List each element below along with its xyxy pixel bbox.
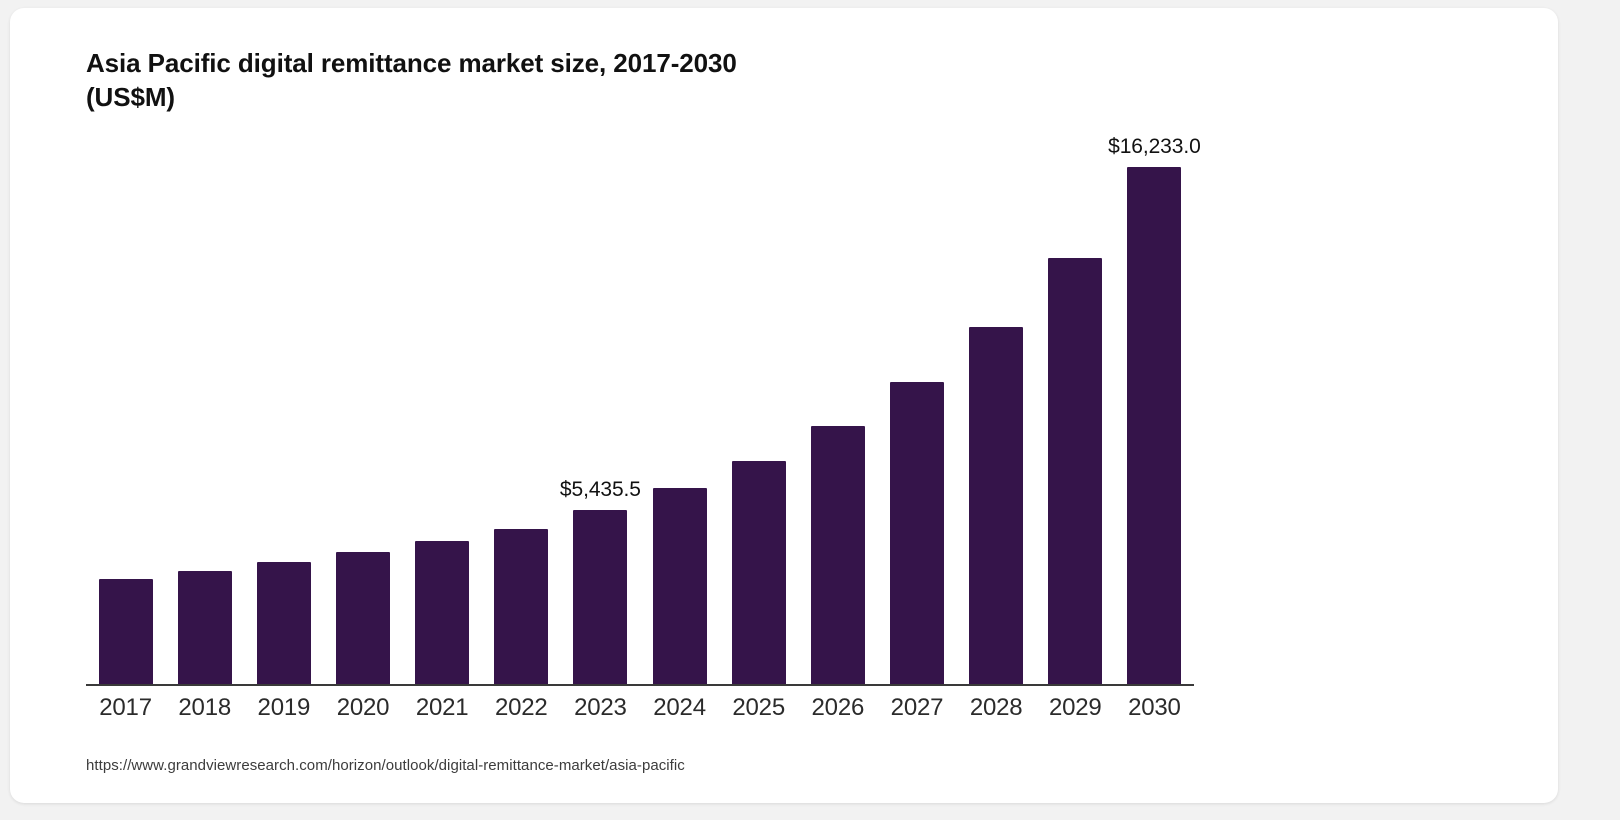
bar-slot <box>403 140 482 686</box>
bar-2019[interactable] <box>256 562 311 686</box>
x-axis-label-2017: 2017 <box>99 694 152 721</box>
x-axis-labels: 2017 2018 2019 2020 2021 2022 2023 2024 2025 2026… <box>86 694 1194 722</box>
x-axis-label-2024: 2024 <box>653 694 706 721</box>
bar-2017[interactable] <box>98 579 153 686</box>
x-axis-line <box>86 684 1194 686</box>
page-title: Asia Pacific digital remittance market s… <box>86 48 737 113</box>
bar-2024[interactable] <box>652 488 707 686</box>
bar-slot <box>482 140 561 686</box>
x-axis-label-2021: 2021 <box>415 694 469 721</box>
bar-value-label: $5,435.5 <box>559 478 641 501</box>
x-axis-label-2022: 2022 <box>494 694 548 721</box>
bar-2020[interactable] <box>335 552 390 686</box>
bar-slot <box>165 140 244 686</box>
x-axis-label-2026: 2026 <box>811 694 865 721</box>
bar-value-label: $16,233.0 <box>1108 135 1201 158</box>
title-block: Asia Pacific digital remittance market s… <box>86 46 1266 115</box>
x-axis-label-2023: 2023 <box>574 694 627 721</box>
bar-2023[interactable] <box>573 510 628 686</box>
bar-slot <box>1036 140 1115 686</box>
bar-2018[interactable] <box>177 571 232 686</box>
bar-slot <box>640 140 719 686</box>
plot-area: $5,435.5 $16,233.0 <box>86 135 1201 686</box>
bar-slot <box>957 140 1036 686</box>
bar-slot: $5,435.5 <box>559 140 641 686</box>
bar-2025[interactable] <box>731 461 786 686</box>
bar-series: $5,435.5 $16,233.0 <box>86 135 1201 686</box>
x-axis-label-2018: 2018 <box>178 694 231 721</box>
x-axis-label-2025: 2025 <box>732 694 785 721</box>
x-axis-label-2030: 2030 <box>1128 694 1181 721</box>
bar-slot: $16,233.0 <box>1108 135 1201 686</box>
bar-slot <box>719 140 798 686</box>
bar-2021[interactable] <box>415 541 470 686</box>
bar-2026[interactable] <box>810 426 865 686</box>
bar-slot <box>323 140 402 686</box>
x-axis-label-2027: 2027 <box>890 694 944 721</box>
bar-2022[interactable] <box>494 529 549 686</box>
bar-slot <box>877 140 956 686</box>
x-axis-label-2019: 2019 <box>257 694 311 721</box>
bar-slot <box>798 140 877 686</box>
x-axis-label-2020: 2020 <box>336 694 390 721</box>
x-axis-label-2029: 2029 <box>1048 694 1102 721</box>
bar-2029[interactable] <box>1048 258 1103 686</box>
x-axis-label-2028: 2028 <box>969 694 1023 721</box>
source-url[interactable]: https://www.grandviewresearch.com/horizo… <box>86 757 685 774</box>
chart-card: Asia Pacific digital remittance market s… <box>10 8 1558 803</box>
bar-2027[interactable] <box>889 382 944 686</box>
bar-2028[interactable] <box>969 327 1024 686</box>
bar-slot <box>86 140 165 686</box>
bar-2030[interactable] <box>1127 167 1182 686</box>
bar-slot <box>244 140 323 686</box>
